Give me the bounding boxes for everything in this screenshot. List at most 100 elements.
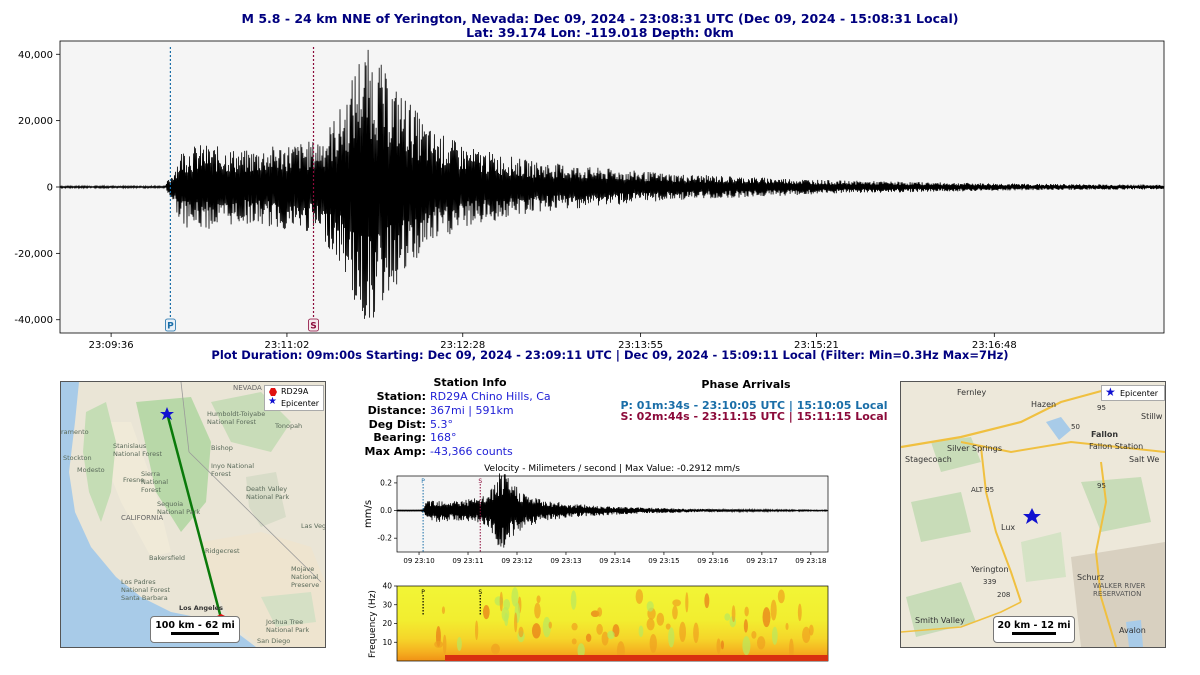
ocean — [61, 382, 256, 647]
legend-station-label: RD29A — [281, 387, 309, 396]
velocity-y-axis: 0.2 0.0 -0.2 — [377, 478, 397, 543]
reservation — [1071, 542, 1165, 647]
spectrogram-energy-patch — [531, 623, 541, 639]
main-y-axis: 40,000 20,000 0 -20,000 -40,000 — [14, 50, 60, 326]
spectrogram-energy-patch — [601, 631, 609, 646]
p-arrival-marker-label: P — [167, 322, 174, 332]
spectrogram-y-tick-label: 10 — [382, 638, 392, 647]
spectrogram-energy-patch — [646, 618, 655, 631]
map-label-fernley: Fernley — [957, 388, 987, 397]
map-label-santa-barbara: Santa Barbara — [121, 594, 168, 602]
spectrogram-energy-patch — [751, 630, 757, 639]
spectrogram-energy-patch — [456, 637, 462, 652]
spectrogram-energy-patch — [679, 621, 687, 643]
map-label-stillwater: Stillw — [1141, 412, 1163, 421]
spectrogram-energy-patch — [607, 630, 615, 640]
spectrogram-energy-patch — [665, 623, 671, 630]
distance-value: 367mi | 591km — [430, 404, 514, 417]
map-label-stanislaus: Stanislaus National Forest — [113, 442, 163, 458]
local-map-scale-label: 20 km - 12 mi — [997, 620, 1071, 631]
velocity-title: Velocity - Milimeters / second | Max Val… — [484, 464, 740, 474]
main-x-tick-label: 23:11:02 — [264, 340, 309, 351]
main-x-axis: 23:09:36 23:11:02 23:12:28 23:13:55 23:15:21… — [89, 333, 1017, 351]
velocity-x-tick-label: 09 23:17 — [746, 557, 777, 565]
spectrogram-energy-patch — [743, 619, 748, 633]
velocity-s-label: S — [478, 478, 482, 485]
main-x-tick-label: 23:13:55 — [618, 340, 663, 351]
spectrogram-low-freq-band — [445, 655, 828, 661]
velocity-p-label: P — [421, 478, 425, 485]
spectrogram-energy-patch — [499, 591, 503, 612]
map-label-fallon: Fallon — [1091, 430, 1119, 439]
spectrogram-energy-patch — [685, 592, 689, 613]
spectrogram-energy-patch — [514, 612, 518, 633]
main-y-tick-label: 0 — [47, 183, 53, 194]
road-label-95-south: 95 — [1097, 482, 1106, 490]
map-label-death-valley: Death Valley National Park — [246, 485, 290, 501]
regional-map-graphic — [61, 382, 325, 647]
spectrogram-energy-patch — [731, 605, 736, 623]
map-label-lux: Lux — [1001, 523, 1016, 532]
road-label-95: 95 — [1097, 404, 1106, 412]
map-scale-label: 100 km - 62 mi — [155, 620, 235, 631]
map-label-ridgecrest: Ridgecrest — [205, 547, 240, 555]
velocity-x-tick-label: 09 23:15 — [648, 557, 679, 565]
map-label-silver-springs: Silver Springs — [947, 444, 1002, 453]
green-area-3 — [1081, 477, 1151, 532]
station-info-heading: Station Info — [433, 376, 507, 389]
sierra-forest — [136, 397, 211, 532]
map-label-joshua-tree: Joshua Tree National Park — [266, 618, 310, 634]
spectrogram-energy-patch — [770, 599, 777, 621]
road-label-339: 339 — [983, 578, 997, 586]
walker-lake — [1126, 620, 1143, 647]
map-scale-bar — [171, 632, 219, 635]
local-map-scale-bar — [1012, 632, 1056, 635]
chart-title: M 5.8 - 24 km NNE of Yerington, Nevada: … — [241, 11, 959, 26]
spectrogram-energy-patch — [534, 602, 541, 619]
p-arrival-marker-box — [164, 318, 176, 332]
spectrogram-energy-patch — [596, 623, 603, 635]
velocity-chart: 0.20.0-0.2 09 23:10 09 23:11 09 23:12 09 23… — [363, 473, 829, 565]
spectrogram-energy-patch — [638, 625, 644, 638]
map-label-sequoia: Sequoia National Park — [157, 500, 201, 516]
map-label-sierra: Sierra National Forest — [141, 470, 169, 494]
spectrogram-p-label: P — [421, 589, 425, 596]
spectrogram-energy-patch — [518, 626, 524, 638]
local-legend-epicenter-label: Epicenter — [1120, 389, 1159, 398]
phase-arrivals-heading: Phase Arrivals — [701, 378, 791, 391]
spectrogram-energy-patch — [693, 622, 699, 643]
map-label-sacramento: ramento — [61, 428, 89, 436]
spectrogram-y-label: Frequency (Hz) — [368, 590, 378, 658]
spectrogram-energy-patch — [635, 589, 644, 604]
highway-208 — [901, 601, 1022, 633]
highway-95 — [901, 385, 1117, 449]
local-map-legend: ★ Epicenter — [1101, 385, 1165, 401]
spectrogram-energy-patch — [442, 634, 447, 655]
spectrogram-energy-patch — [716, 638, 721, 654]
velocity-y-tick-label: 0.2 — [380, 478, 392, 487]
map-label-fallon-station: Fallon Station — [1089, 442, 1144, 451]
local-map-graphic — [901, 385, 1165, 647]
spectrogram-energy-patch — [756, 636, 766, 650]
map-label-yerington: Yerington — [971, 565, 1009, 574]
local-map: Fernley Hazen Stillw Silver Springs Fall… — [900, 381, 1166, 648]
legend-epicenter-star-icon: ★ — [1105, 385, 1116, 399]
max-amp-value: -43,366 counts — [430, 445, 513, 458]
velocity-x-axis: 09 23:10 09 23:11 09 23:12 09 23:13 09 23:14… — [403, 552, 827, 565]
map-label-schurz: Schurz — [1077, 573, 1105, 582]
spectrogram-s-label: S — [478, 589, 482, 596]
s-arrival-text: S: 02m:44s - 23:11:15 UTC | 15:11:15 Loc… — [620, 410, 888, 423]
map-legend: RD29A ★ Epicenter — [264, 385, 324, 411]
spectrogram-energy-patch — [672, 599, 682, 607]
spectrogram-energy-patch — [720, 640, 724, 650]
spectrogram-energy-patch — [441, 606, 446, 614]
spectrogram-energy-patch — [570, 590, 577, 610]
main-waveform-line — [59, 49, 1165, 319]
map-label-modesto: Modesto — [77, 466, 105, 474]
map-label-california: CALIFORNIA — [121, 514, 164, 522]
spectrogram-y-tick-label: 30 — [382, 600, 392, 609]
green-area-4 — [906, 582, 976, 637]
s-arrival-marker-label: S — [310, 322, 316, 332]
death-valley — [246, 472, 286, 527]
velocity-waveform-line — [396, 473, 829, 548]
